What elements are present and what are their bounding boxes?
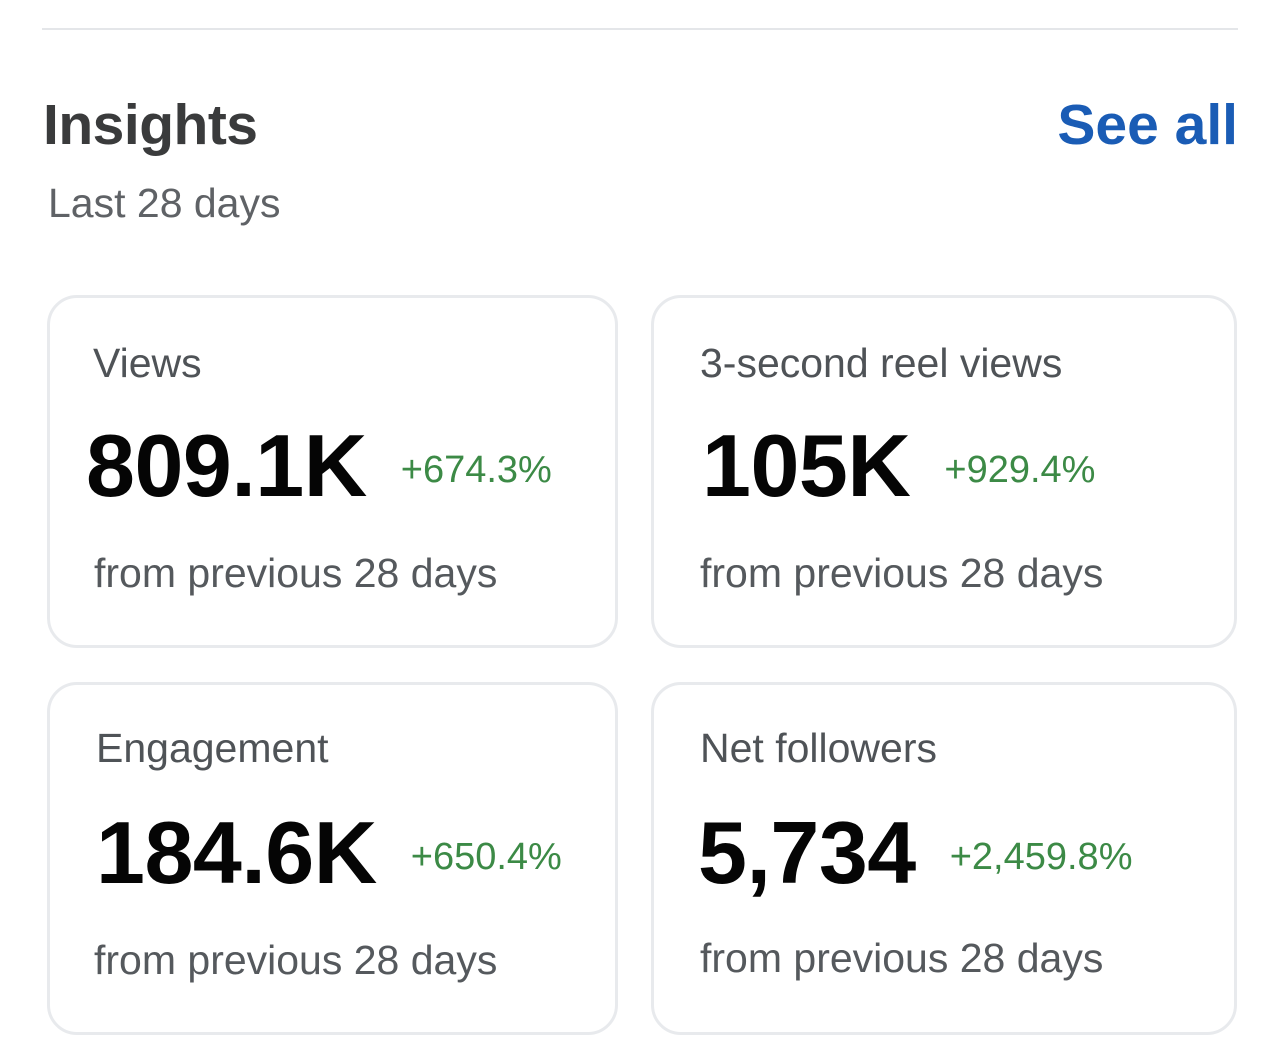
metric-card-engagement[interactable]: Engagement 184.6K +650.4% from previous … [47,682,618,1035]
metric-change: +929.4% [944,449,1096,491]
metric-label: 3-second reel views [700,340,1063,386]
metric-comparison-note: from previous 28 days [700,550,1104,596]
metric-change: +674.3% [400,449,552,491]
metric-value-row: 105K +929.4% [702,416,1095,516]
metric-value-row: 809.1K +674.3% [86,416,552,516]
metric-value: 809.1K [86,416,367,515]
metric-card-reel-views[interactable]: 3-second reel views 105K +929.4% from pr… [651,295,1237,648]
metric-label: Net followers [700,725,937,771]
metric-comparison-note: from previous 28 days [94,937,498,983]
metric-change: +650.4% [410,836,562,878]
date-range-label: Last 28 days [48,180,281,226]
metric-comparison-note: from previous 28 days [700,935,1104,981]
metric-change: +2,459.8% [949,836,1133,878]
see-all-link[interactable]: See all [1057,93,1238,157]
metric-card-views[interactable]: Views 809.1K +674.3% from previous 28 da… [47,295,618,648]
metric-label: Engagement [96,725,329,771]
metric-value-row: 184.6K +650.4% [96,803,562,903]
metric-label: Views [93,340,202,386]
metric-value: 105K [702,416,911,515]
divider [42,28,1238,30]
metric-value-row: 5,734 +2,459.8% [698,803,1132,903]
metric-comparison-note: from previous 28 days [94,550,498,596]
section-title: Insights [43,93,258,157]
metric-card-net-followers[interactable]: Net followers 5,734 +2,459.8% from previ… [651,682,1237,1035]
metric-value: 5,734 [698,803,916,902]
metric-value: 184.6K [96,803,377,902]
